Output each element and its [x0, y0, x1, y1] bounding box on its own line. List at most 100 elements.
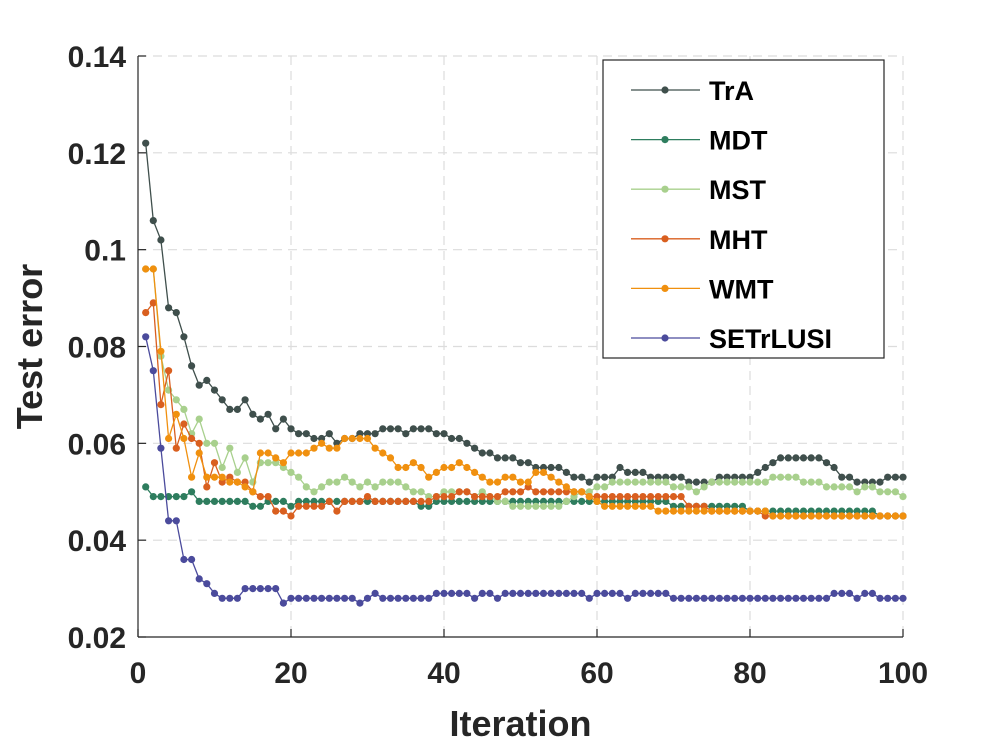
data-point-wmt-38 [432, 468, 440, 476]
data-point-wmt-49 [516, 478, 525, 486]
data-point-mst-70 [677, 483, 685, 491]
data-point-mdt-25 [333, 497, 341, 505]
data-point-tra-43 [471, 444, 479, 452]
data-point-mht-6 [188, 434, 196, 443]
data-point-wmt-85 [792, 512, 800, 520]
data-point-setrlusi-95 [868, 589, 877, 598]
data-point-setrlusi-64 [631, 589, 639, 598]
data-point-mst-55 [562, 497, 571, 505]
legend-box [602, 59, 885, 359]
data-point-setrlusi-22 [310, 594, 318, 602]
data-point-tra-0 [142, 139, 150, 147]
y-tick-label-3: 0.08 [68, 332, 126, 365]
data-point-tra-90 [830, 463, 838, 472]
data-point-wmt-90 [830, 512, 838, 520]
data-point-mst-54 [555, 502, 563, 510]
data-point-wmt-29 [363, 434, 372, 443]
data-point-mht-44 [478, 493, 486, 501]
data-point-tra-14 [249, 410, 257, 418]
data-point-setrlusi-9 [210, 589, 219, 598]
data-point-mst-48 [509, 502, 517, 510]
data-point-tra-45 [486, 449, 494, 457]
data-point-setrlusi-96 [876, 594, 884, 602]
data-point-wmt-39 [440, 463, 448, 472]
data-point-mst-85 [792, 473, 800, 481]
data-point-mht-27 [348, 497, 356, 505]
data-point-mht-65 [639, 493, 647, 501]
data-point-mdt-12 [233, 497, 241, 505]
data-point-wmt-53 [547, 473, 555, 481]
data-point-mht-37 [425, 497, 433, 505]
data-point-tra-62 [616, 463, 624, 472]
data-point-setrlusi-54 [555, 589, 563, 598]
data-point-mdt-15 [256, 502, 264, 510]
data-point-mst-36 [417, 488, 425, 496]
data-point-mdt-7 [195, 497, 203, 505]
data-point-setrlusi-58 [585, 594, 593, 602]
data-point-setrlusi-79 [746, 594, 754, 602]
data-point-mst-60 [601, 483, 609, 491]
data-point-tra-80 [754, 468, 762, 476]
data-point-wmt-66 [647, 502, 655, 510]
data-point-tra-4 [172, 309, 180, 317]
data-point-mst-82 [769, 473, 777, 481]
data-point-setrlusi-0 [142, 333, 150, 341]
data-point-mst-97 [884, 488, 892, 496]
data-point-tra-89 [822, 459, 831, 467]
x-tick-label-4: 80 [733, 657, 766, 690]
legend: TrA MDT MST MHT WMT SETrLUSI [602, 59, 885, 359]
data-point-wmt-9 [210, 473, 219, 481]
data-point-wmt-99 [899, 512, 907, 520]
data-point-setrlusi-74 [708, 594, 716, 602]
data-point-setrlusi-48 [509, 589, 517, 598]
data-point-mht-30 [371, 497, 379, 505]
series-lines [142, 139, 907, 607]
data-point-mdt-17 [272, 497, 280, 505]
data-point-setrlusi-70 [677, 594, 685, 602]
data-point-tra-11 [226, 405, 234, 413]
data-point-wmt-95 [868, 512, 877, 520]
data-point-mht-41 [455, 488, 463, 496]
data-point-mdt-0 [142, 483, 150, 491]
data-point-mht-15 [256, 493, 264, 501]
data-point-setrlusi-36 [417, 594, 425, 602]
data-point-mst-59 [593, 483, 601, 491]
data-point-wmt-69 [669, 507, 678, 515]
data-point-mht-60 [601, 493, 609, 501]
data-point-wmt-63 [624, 502, 632, 510]
data-point-mdt-8 [203, 497, 211, 505]
data-point-mst-99 [899, 493, 907, 501]
data-point-tra-40 [448, 434, 456, 443]
legend-item-tra: TrA [631, 76, 754, 106]
data-point-wmt-13 [241, 483, 249, 491]
data-point-mst-87 [807, 478, 815, 486]
data-point-mst-35 [409, 488, 417, 496]
data-point-mht-63 [624, 493, 632, 501]
data-point-setrlusi-6 [188, 555, 196, 564]
data-point-tra-63 [624, 468, 632, 476]
x-tick-label-5: 100 [878, 657, 928, 690]
data-point-wmt-72 [692, 507, 701, 515]
data-point-setrlusi-10 [218, 594, 226, 602]
data-point-wmt-28 [356, 434, 364, 443]
data-point-wmt-84 [784, 512, 792, 520]
legend-marker-wmt [661, 284, 669, 292]
data-point-tra-59 [593, 473, 601, 481]
data-point-mht-36 [417, 497, 425, 505]
legend-label-tra: TrA [709, 76, 754, 106]
data-point-mst-4 [172, 396, 180, 404]
data-point-setrlusi-56 [570, 589, 578, 598]
data-point-tra-88 [815, 454, 823, 462]
data-point-setrlusi-33 [394, 594, 402, 602]
x-tick-label-2: 40 [427, 657, 460, 690]
data-point-mst-73 [700, 483, 708, 491]
data-point-tra-21 [302, 430, 310, 438]
data-point-mht-49 [516, 488, 525, 496]
data-point-setrlusi-85 [792, 594, 800, 602]
data-point-wmt-12 [233, 478, 241, 486]
data-point-wmt-91 [838, 512, 846, 520]
data-point-tra-54 [555, 463, 563, 472]
data-point-mht-40 [448, 493, 456, 501]
data-point-wmt-61 [608, 502, 616, 510]
data-point-mht-43 [471, 493, 479, 501]
